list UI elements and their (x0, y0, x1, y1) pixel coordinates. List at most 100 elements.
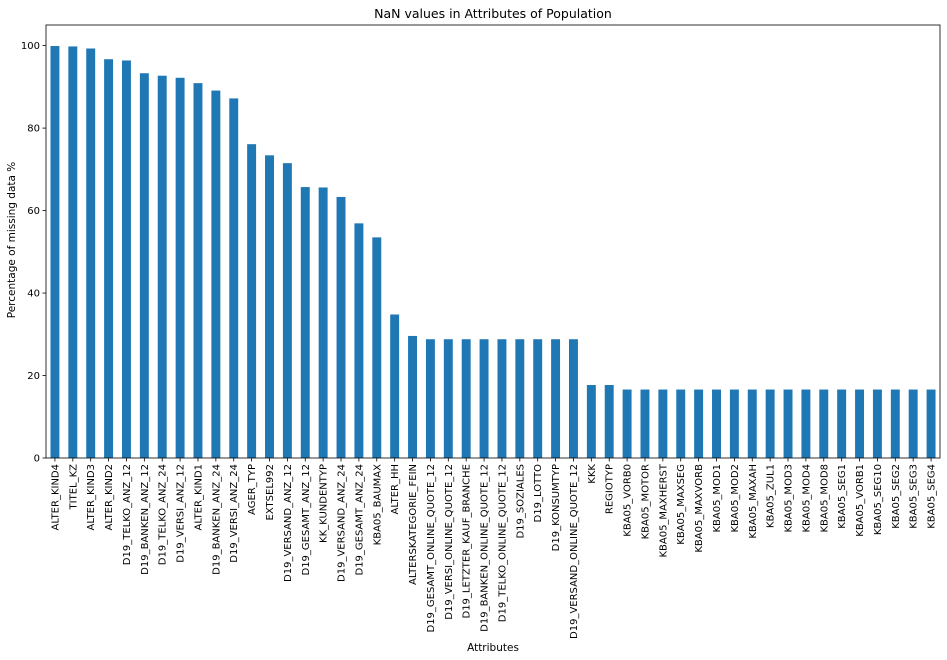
x-tick-label: KBA05_MOD2 (730, 464, 741, 533)
bar-kba05-vorb1 (855, 389, 865, 458)
bar-kba05-maxseg (676, 389, 686, 458)
x-tick-label: D19_LOTTO (533, 464, 544, 523)
bar-d19-versi-online-quote-12 (443, 339, 453, 458)
y-tick-label: 20 (27, 371, 40, 382)
x-tick-label: D19_VERSI_ANZ_12 (176, 464, 187, 563)
x-tick-label: D19_TELKO_ANZ_24 (158, 464, 169, 565)
x-tick-label: KBA05_MAXSEG (676, 464, 687, 545)
x-tick-label: KBA05_MAXAH (748, 464, 759, 539)
x-tick-label: D19_VERSI_ONLINE_QUOTE_12 (444, 464, 455, 620)
x-tick-label: KBA05_MOTOR (640, 464, 651, 539)
x-tick-label: D19_KONSUMTYP (551, 464, 562, 551)
x-tick-label: KK_KUNDENTYP (319, 464, 330, 543)
bar-kba05-zul1 (765, 389, 775, 458)
bar-d19-telko-online-quote-12 (497, 339, 507, 458)
bar-kba05-maxherst (658, 389, 668, 458)
bar-kba05-vorb0 (622, 389, 632, 458)
x-tick-label: KBA05_MOD8 (819, 464, 830, 533)
bar-alter-kind4 (50, 46, 60, 458)
y-tick-label: 80 (27, 124, 40, 135)
bar-kba05-mod4 (801, 389, 811, 458)
x-tick-label: REGIOTYP (605, 464, 616, 514)
bar-d19-gesamt-online-quote-12 (425, 339, 435, 458)
bar-d19-telko-anz-24 (157, 75, 167, 459)
x-tick-label: ALTER_KIND2 (104, 464, 115, 530)
y-tick-label: 40 (27, 289, 40, 300)
bar-d19-telko-anz-12 (121, 60, 131, 459)
x-tick-label: D19_VERSAND_ONLINE_QUOTE_12 (569, 464, 580, 639)
bar-kba05-seg4 (926, 389, 936, 458)
x-tick-label: KBA05_MAXVORB (694, 464, 705, 553)
y-axis-ticks: 0 20 40 60 80 100 (21, 41, 46, 465)
bar-kba05-seg3 (908, 389, 918, 458)
bar-kba05-mod2 (729, 389, 739, 458)
bar-d19-lotto (533, 339, 543, 458)
x-tick-label: D19_TELKO_ANZ_12 (122, 464, 133, 565)
x-tick-label: D19_VERSAND_ANZ_12 (283, 464, 294, 582)
x-tick-label: KBA05_BAUMAX (372, 464, 383, 545)
y-axis-label: Percentage of missing data % (6, 162, 18, 319)
x-tick-label: KBA05_MOD1 (712, 464, 723, 533)
bar-alterskategorie-fein (408, 335, 418, 458)
y-tick-label: 0 (34, 454, 40, 465)
bar-kba05-baumax (372, 237, 382, 458)
bar-d19-banken-anz-24 (211, 90, 221, 458)
bar-d19-gesamt-anz-12 (300, 187, 310, 458)
x-tick-label: KBA05_SEG1 (837, 464, 848, 529)
x-tick-label: AGER_TYP (247, 464, 258, 515)
bar-kba05-maxah (747, 389, 757, 458)
x-tick-label: KBA05_ZUL1 (766, 464, 777, 528)
x-tick-label: KBA05_VORB1 (855, 464, 866, 537)
x-tick-label: D19_TELKO_ONLINE_QUOTE_12 (497, 464, 508, 622)
bar-kba05-maxvorb (694, 389, 704, 458)
x-tick-label: ALTER_KIND4 (50, 464, 61, 530)
x-tick-label: KBA05_SEG4 (927, 464, 938, 529)
x-tick-label: ALTERSKATEGORIE_FEIN (408, 464, 419, 585)
bar-ager-typ (247, 144, 257, 458)
y-tick-label: 100 (21, 41, 40, 52)
bar-regiotyp (604, 385, 614, 458)
x-tick-label: ALTER_HH (390, 464, 401, 514)
x-tick-label: KBA05_VORB0 (623, 464, 634, 537)
bar-kkk (586, 385, 596, 458)
bar-kba05-mod1 (712, 389, 721, 458)
x-tick-label: D19_BANKEN_ANZ_24 (211, 464, 222, 575)
x-tick-label: D19_GESAMT_ANZ_24 (354, 464, 365, 576)
bar-d19-versand-online-quote-12 (568, 339, 578, 458)
bar-d19-versand-anz-24 (336, 196, 346, 458)
x-tick-label: EXTSEL992 (265, 464, 276, 520)
bar-kba05-motor (640, 389, 650, 458)
x-tick-label: D19_GESAMT_ONLINE_QUOTE_12 (426, 464, 437, 633)
y-tick-label: 60 (27, 206, 40, 217)
bar-kba05-seg2 (890, 389, 900, 458)
bar-d19-banken-online-quote-12 (479, 339, 489, 458)
x-tick-label: KBA05_MAXHERST (658, 463, 669, 557)
bar-alter-kind1 (193, 83, 203, 458)
x-tick-label: D19_LETZTER_KAUF_BRANCHE (462, 464, 473, 619)
x-tick-label: TITEL_KZ (68, 464, 79, 511)
x-tick-label: D19_VERSI_ANZ_24 (229, 464, 240, 563)
bar-d19-gesamt-anz-24 (354, 223, 364, 458)
bar-d19-banken-anz-12 (139, 73, 149, 459)
bar-extsel992 (265, 155, 274, 458)
x-tick-label: KBA05_SEG10 (873, 464, 884, 535)
bar-d19-versi-anz-24 (229, 98, 239, 458)
x-tick-label: D19_BANKEN_ANZ_12 (140, 464, 151, 575)
x-axis-ticks: ALTER_KIND4 TITEL_KZ ALTER_KIND3 ALTER_KIND… (50, 458, 938, 639)
bar-alter-kind3 (86, 48, 96, 459)
x-tick-label: KKK (587, 464, 598, 484)
x-axis-label: Attributes (467, 642, 519, 654)
x-tick-label: KBA05_SEG2 (891, 464, 902, 529)
chart-title: NaN values in Attributes of Population (374, 6, 612, 21)
bar-d19-soziales (515, 339, 525, 458)
x-tick-label: D19_GESAMT_ANZ_12 (301, 464, 312, 576)
bar-kba05-mod3 (783, 389, 793, 458)
bar-d19-versand-anz-12 (282, 163, 292, 458)
plot-frame (45, 24, 941, 459)
bar-d19-versi-anz-12 (175, 77, 185, 458)
x-tick-label: KBA05_SEG3 (909, 464, 920, 529)
x-tick-label: D19_VERSAND_ANZ_24 (337, 464, 348, 582)
bars-group (50, 46, 936, 459)
